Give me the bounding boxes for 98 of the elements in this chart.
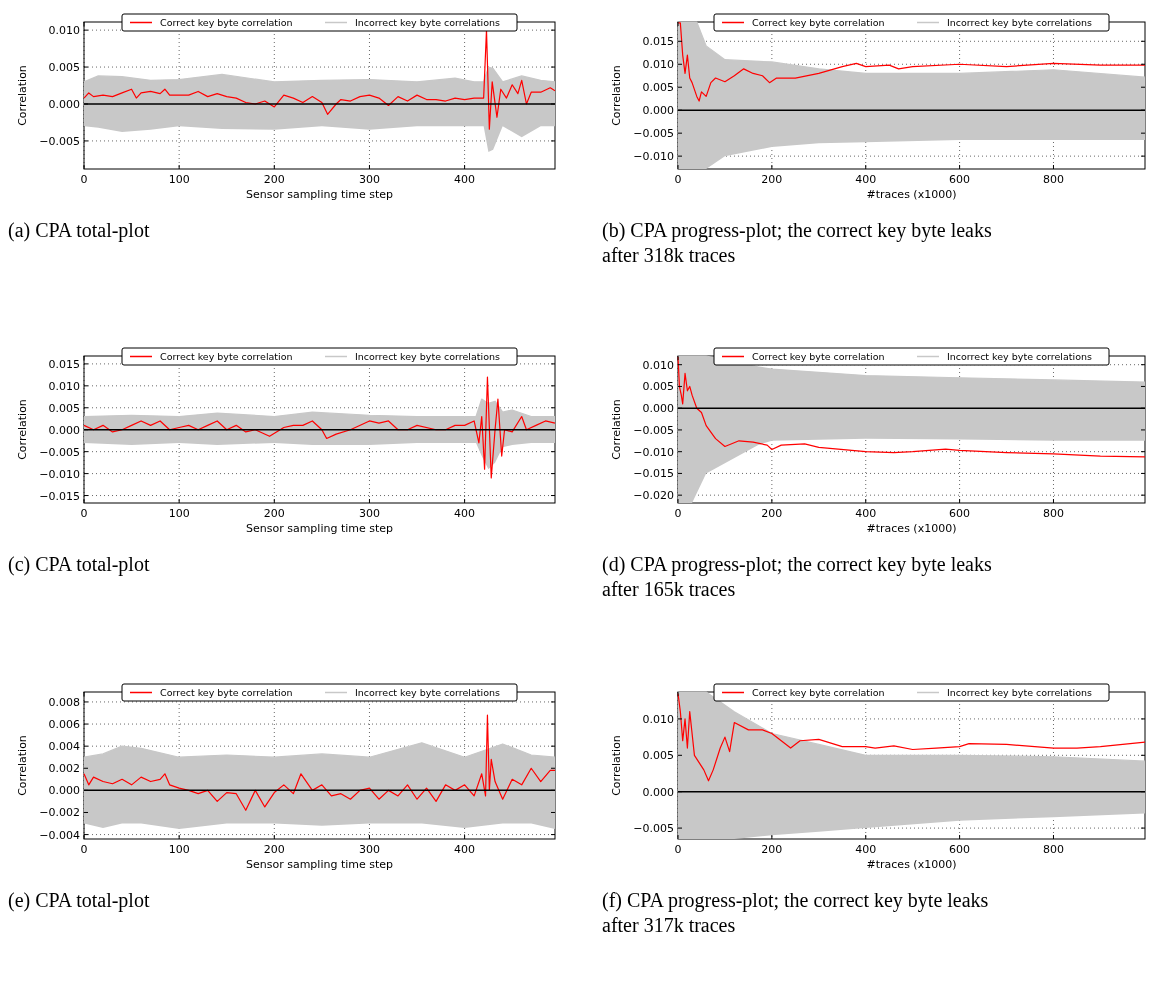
x-axis-title: #traces (x1000) xyxy=(866,188,957,201)
x-tick-label: 200 xyxy=(761,507,783,520)
text: (a) CPA total-plot xyxy=(8,219,150,242)
legend-label: Correct key byte correlation xyxy=(752,687,885,698)
y-tick-label: −0.005 xyxy=(39,134,80,148)
y-tick-label: −0.004 xyxy=(39,828,80,842)
x-tick-label: 0 xyxy=(674,507,682,520)
y-tick-label: −0.015 xyxy=(633,467,674,481)
y-tick-label: −0.005 xyxy=(633,423,674,437)
x-tick-label: 100 xyxy=(168,173,190,186)
x-axis-title: Sensor sampling time step xyxy=(245,188,394,201)
legend-label: Incorrect key byte correlations xyxy=(355,351,500,362)
y-tick-label: −0.005 xyxy=(39,445,80,459)
y-tick-label: 0.000 xyxy=(642,402,674,416)
x-tick-label: 300 xyxy=(358,507,380,520)
y-tick-label: −0.002 xyxy=(39,806,80,820)
text: (d) CPA progress-plot; the correct key byte leaks after 165k traces xyxy=(602,553,992,600)
y-tick-label: 0.005 xyxy=(48,61,80,75)
x-axis-title: Sensor sampling time step xyxy=(245,858,394,871)
x-tick-label: 400 xyxy=(454,507,476,520)
y-tick-label: 0.005 xyxy=(48,401,80,415)
x-axis-title: #traces (x1000) xyxy=(866,858,957,871)
y-tick-label: 0.005 xyxy=(642,749,674,763)
y-axis-title: Correlation xyxy=(610,65,623,126)
legend-label: Correct key byte correlation xyxy=(752,351,885,362)
x-tick-label: 100 xyxy=(168,843,190,856)
y-tick-label: 0.000 xyxy=(642,785,674,799)
legend-label: Incorrect key byte correlations xyxy=(355,687,500,698)
x-tick-label: 0 xyxy=(80,173,88,186)
y-tick-label: 0.010 xyxy=(642,58,674,72)
y-tick-label: −0.010 xyxy=(633,150,674,164)
y-axis-title: Correlation xyxy=(16,399,29,460)
line-series xyxy=(83,29,556,130)
y-tick-label: 0.000 xyxy=(48,423,80,437)
y-tick-label: 0.010 xyxy=(642,358,674,372)
legend-label: Correct key byte correlation xyxy=(752,17,885,28)
x-tick-label: 300 xyxy=(358,173,380,186)
x-tick-label: 800 xyxy=(1042,843,1064,856)
legend-label: Incorrect key byte correlations xyxy=(947,687,1092,698)
x-tick-label: 600 xyxy=(949,507,971,520)
x-tick-label: 200 xyxy=(263,173,285,186)
y-tick-label: 0.006 xyxy=(48,718,80,732)
y-tick-label: 0.005 xyxy=(642,81,674,95)
legend-label: Correct key byte correlation xyxy=(160,687,293,698)
y-tick-label: 0.010 xyxy=(642,712,674,726)
y-tick-label: 0.010 xyxy=(48,379,80,393)
x-tick-label: 800 xyxy=(1042,507,1064,520)
x-tick-label: 400 xyxy=(454,173,476,186)
line-series xyxy=(83,714,556,811)
x-tick-label: 200 xyxy=(263,507,285,520)
legend-label: Correct key byte correlation xyxy=(160,17,293,28)
text: (f) CPA progress-plot; the correct key byte leaks after 317k traces xyxy=(602,889,989,936)
x-tick-label: 200 xyxy=(761,843,783,856)
y-axis-title: Correlation xyxy=(16,65,29,126)
legend-label: Incorrect key byte correlations xyxy=(355,17,500,28)
x-tick-label: 400 xyxy=(855,507,877,520)
x-tick-label: 0 xyxy=(80,843,88,856)
x-tick-label: 400 xyxy=(855,173,877,186)
legend-label: Incorrect key byte correlations xyxy=(947,17,1092,28)
y-tick-label: 0.000 xyxy=(642,104,674,118)
x-tick-label: 0 xyxy=(674,843,682,856)
y-tick-label: 0.005 xyxy=(642,380,674,394)
x-axis-title: Sensor sampling time step xyxy=(245,522,394,535)
x-tick-label: 0 xyxy=(80,507,88,520)
y-tick-label: −0.020 xyxy=(633,489,674,503)
y-tick-label: −0.010 xyxy=(39,467,80,481)
x-tick-label: 600 xyxy=(949,843,971,856)
y-tick-label: −0.015 xyxy=(39,489,80,503)
x-tick-label: 200 xyxy=(761,173,783,186)
y-tick-label: −0.005 xyxy=(633,822,674,836)
x-tick-label: 200 xyxy=(263,843,285,856)
y-tick-label: 0.015 xyxy=(642,35,674,49)
y-tick-label: 0.004 xyxy=(48,740,80,754)
text: (b) CPA progress-plot; the correct key byte leaks after 318k traces xyxy=(602,219,992,266)
legend-label: Incorrect key byte correlations xyxy=(947,351,1092,362)
x-tick-label: 400 xyxy=(454,843,476,856)
text: (c) CPA total-plot xyxy=(8,553,150,576)
y-axis-title: Correlation xyxy=(610,735,623,796)
y-tick-label: 0.010 xyxy=(48,24,80,38)
x-tick-label: 600 xyxy=(949,173,971,186)
x-tick-label: 100 xyxy=(168,507,190,520)
x-axis-title: #traces (x1000) xyxy=(866,522,957,535)
y-tick-label: 0.000 xyxy=(48,97,80,111)
y-tick-label: 0.002 xyxy=(48,762,80,776)
y-tick-label: 0.000 xyxy=(48,784,80,798)
x-tick-label: 300 xyxy=(358,843,380,856)
y-axis-title: Correlation xyxy=(16,735,29,796)
legend-label: Correct key byte correlation xyxy=(160,351,293,362)
y-axis-title: Correlation xyxy=(610,399,623,460)
y-tick-label: 0.015 xyxy=(48,357,80,371)
text: (e) CPA total-plot xyxy=(8,889,150,912)
x-tick-label: 800 xyxy=(1042,173,1064,186)
y-tick-label: −0.010 xyxy=(633,445,674,459)
line-series xyxy=(83,376,556,479)
x-tick-label: 400 xyxy=(855,843,877,856)
x-tick-label: 0 xyxy=(674,173,682,186)
y-tick-label: 0.008 xyxy=(48,695,80,709)
y-tick-label: −0.005 xyxy=(633,127,674,141)
